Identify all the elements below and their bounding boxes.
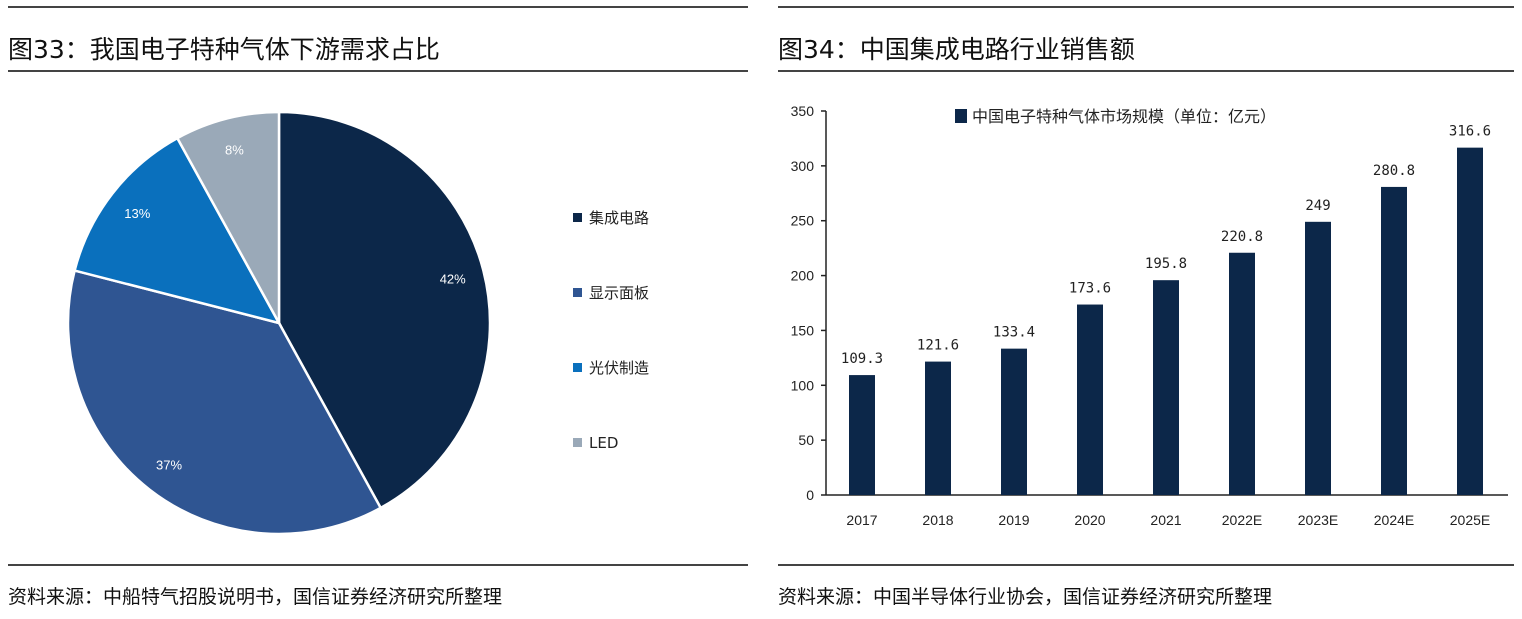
left-source-note: 资料来源：中船特气招股说明书，国信证券经济研究所整理: [8, 586, 503, 608]
x-tick-label: 2024E: [1374, 512, 1414, 528]
legend-swatch: [573, 213, 582, 222]
bar: [1229, 252, 1255, 495]
bar-value-label: 316.6: [1449, 124, 1491, 140]
y-tick-label: 350: [791, 103, 815, 119]
right-title-rule: [778, 70, 1514, 72]
legend-label: 光伏制造: [589, 359, 649, 377]
bar-value-label: 121.6: [917, 338, 959, 354]
x-tick-label: 2020: [1074, 512, 1105, 528]
x-tick-label: 2018: [922, 512, 953, 528]
y-tick-label: 200: [791, 268, 815, 284]
x-tick-label: 2022E: [1222, 512, 1262, 528]
y-tick-label: 100: [791, 377, 815, 393]
pie-value-label: 8%: [225, 142, 244, 157]
y-tick-label: 150: [791, 322, 815, 338]
pie-slice: [277, 110, 492, 510]
legend-label: 中国电子特种气体市场规模（单位：亿元）: [972, 107, 1276, 126]
bar-value-label: 249: [1305, 198, 1330, 214]
right-top-rule: [778, 6, 1514, 8]
x-tick-label: 2023E: [1298, 512, 1338, 528]
bar: [1305, 221, 1331, 495]
left-title-rule: [8, 70, 748, 72]
bar: [1381, 186, 1407, 495]
legend-swatch: [573, 288, 582, 297]
bar-value-label: 220.8: [1221, 229, 1263, 245]
bar-chart: 0 50 100 150 200 250 300 350 109.3 2017 121.6 2018 1…: [791, 103, 1508, 528]
left-top-rule: [8, 6, 748, 8]
x-tick-label: 2019: [998, 512, 1029, 528]
legend-label: 集成电路: [589, 209, 649, 227]
legend-swatch: [573, 363, 582, 372]
pie-value-label: 42%: [440, 271, 466, 286]
bar-value-label: 133.4: [993, 325, 1035, 341]
pie-slice: [73, 136, 282, 325]
pie-slice: [175, 110, 281, 324]
bar: [925, 361, 951, 495]
legend-label: LED: [589, 434, 618, 452]
y-tick-label: 0: [806, 487, 814, 503]
right-bottom-rule: [778, 564, 1514, 566]
bar-value-label: 195.8: [1145, 256, 1187, 272]
pie-chart: 42% 集成电路 37% 显示面板 13% 光伏制造 8% LED: [66, 110, 649, 536]
pie-value-label: 13%: [124, 206, 150, 221]
y-tick-label: 50: [798, 432, 814, 448]
bar: [1001, 348, 1027, 495]
left-bottom-rule: [8, 564, 748, 566]
bar: [1153, 280, 1179, 495]
x-tick-label: 2021: [1150, 512, 1181, 528]
bar: [1457, 147, 1483, 495]
bar: [1077, 304, 1103, 495]
bar-value-label: 173.6: [1069, 281, 1111, 297]
legend-swatch: [955, 109, 967, 123]
x-tick-label: 2025E: [1450, 512, 1490, 528]
left-figure-title: 图33：我国电子特种气体下游需求占比: [8, 35, 440, 64]
y-tick-label: 300: [791, 158, 815, 174]
pie-slice: [66, 269, 383, 536]
bar: [849, 375, 875, 495]
y-tick-label: 250: [791, 213, 815, 229]
legend-label: 显示面板: [589, 284, 649, 302]
bar-value-label: 280.8: [1373, 163, 1415, 179]
right-source-note: 资料来源：中国半导体行业协会，国信证券经济研究所整理: [778, 586, 1273, 608]
right-figure-title: 图34：中国集成电路行业销售额: [778, 35, 1135, 64]
pie-value-label: 37%: [156, 458, 182, 473]
bar-value-label: 109.3: [841, 351, 883, 367]
legend-swatch: [573, 438, 582, 447]
x-tick-label: 2017: [846, 512, 877, 528]
